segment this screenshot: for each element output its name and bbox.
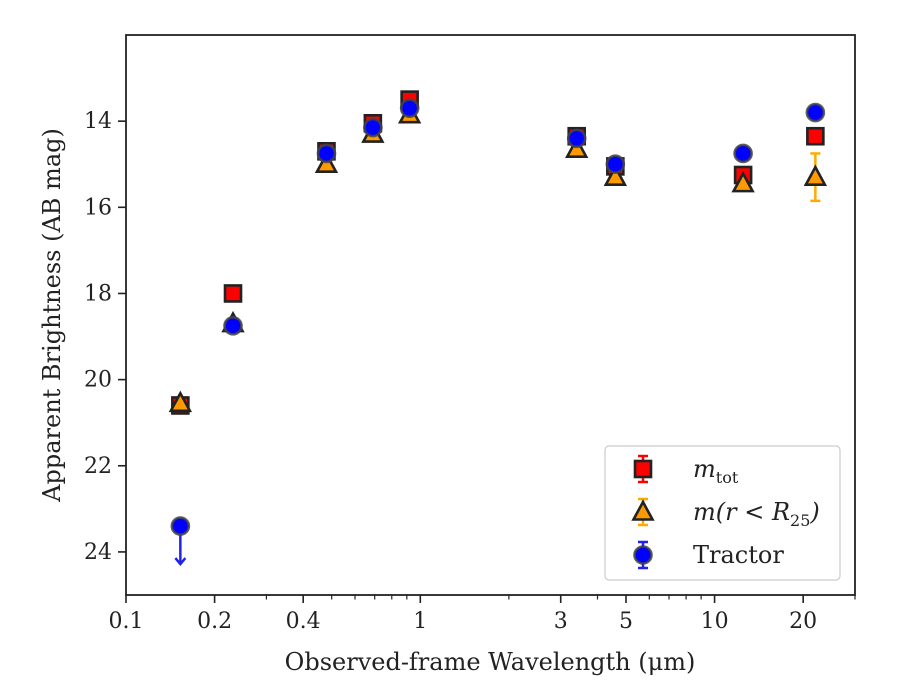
data-point (733, 143, 753, 164)
x-tick-label: 5 (619, 609, 633, 634)
y-tick-label: 16 (84, 195, 112, 220)
x-tick-label: 0.4 (286, 609, 321, 634)
legend-item-mr25: m(r < R25) (631, 497, 820, 530)
plot-frame (125, 34, 856, 596)
y-tick-label: 20 (84, 368, 112, 393)
data-point (399, 98, 420, 119)
legend-marker (631, 499, 655, 521)
data-point (223, 284, 243, 303)
series-mr25 (168, 101, 828, 413)
data-point (603, 164, 628, 186)
x-tick-label: 3 (554, 609, 568, 634)
data-point (605, 154, 626, 175)
x-tick-label: 0.1 (109, 609, 144, 634)
x-axis-label: Observed-frame Wavelength (μm) (285, 648, 696, 676)
x-tick-label: 0.2 (197, 609, 232, 634)
data-point (316, 143, 337, 164)
legend-label: Tractor (693, 541, 784, 569)
legend-marker (633, 459, 653, 479)
upper-limit-arrowhead (174, 557, 187, 567)
legend-box (604, 445, 841, 581)
data-point (803, 164, 828, 186)
y-tick-label: 14 (84, 109, 112, 134)
legend-label: m(r < R25) (693, 498, 820, 530)
series-mtot (171, 90, 825, 415)
legend-marker (633, 545, 653, 565)
axis-ticks: 0.1 0.2 0.4 1 3 5 10 20 14 16 18 20 22 24 (84, 109, 856, 634)
y-axis-label: Apparent Brightness (AB mag) (38, 128, 66, 503)
plot-area (168, 90, 828, 567)
x-tick-label: 20 (789, 609, 817, 634)
data-point (170, 516, 191, 536)
y-tick-label: 22 (84, 454, 112, 479)
x-tick-label: 1 (413, 609, 427, 634)
data-point (731, 170, 755, 193)
data-point (168, 390, 193, 413)
legend-item-mtot: mtot (633, 454, 739, 487)
data-point (806, 126, 825, 146)
legend-item-tractor: Tractor (633, 540, 784, 570)
legend-label: mtot (693, 455, 739, 487)
x-tick-label: 10 (701, 609, 729, 634)
legend: mtot m(r < R25) Tractor (604, 445, 841, 581)
data-point (566, 128, 587, 149)
data-point (223, 315, 243, 336)
data-point (363, 117, 383, 138)
y-tick-label: 24 (84, 540, 112, 565)
data-point (805, 102, 826, 123)
y-tick-label: 18 (84, 281, 112, 306)
series-tractor (170, 98, 826, 567)
